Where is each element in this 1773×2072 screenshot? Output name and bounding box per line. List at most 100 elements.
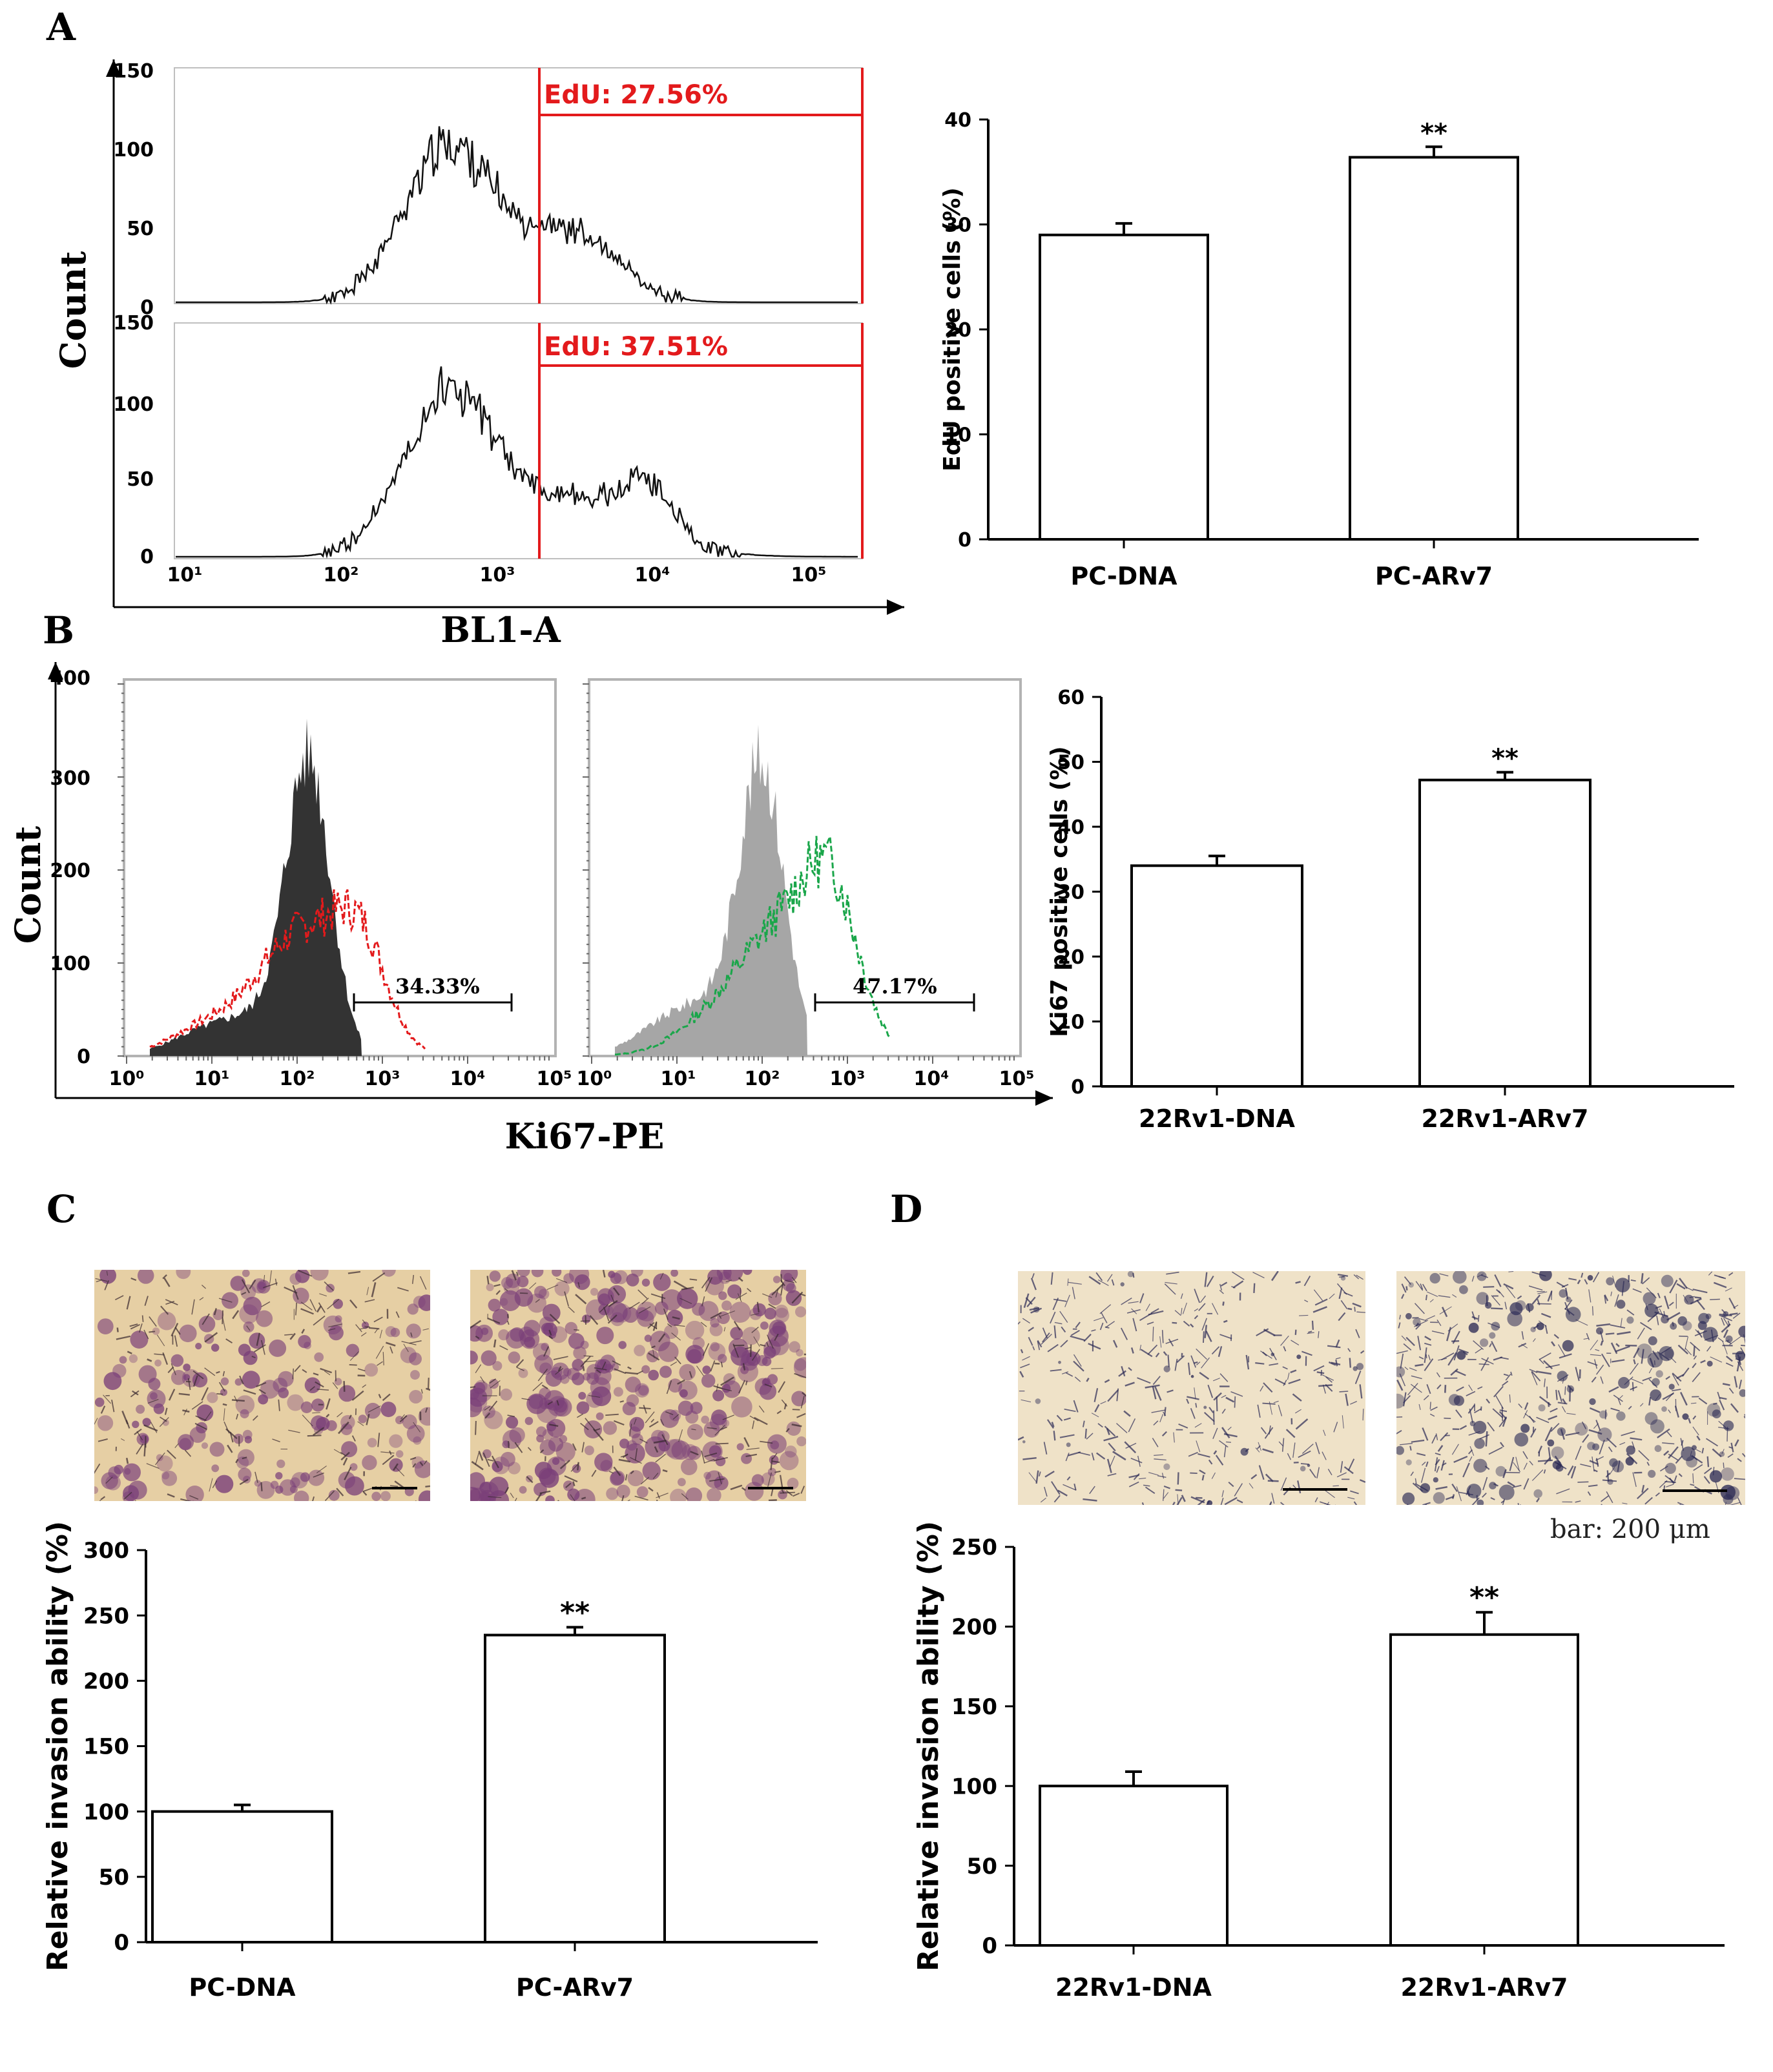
pore <box>349 1351 359 1361</box>
pore <box>1124 1441 1137 1454</box>
pore <box>1648 1378 1658 1388</box>
pore <box>1400 1353 1404 1369</box>
bar-y-tick-label: 20 <box>944 319 971 342</box>
pore <box>1537 1303 1551 1305</box>
pore <box>491 1455 499 1469</box>
cell <box>717 1311 730 1324</box>
cell <box>273 1378 288 1393</box>
pore <box>1219 1283 1223 1291</box>
pore <box>1672 1321 1674 1327</box>
pore <box>1316 1467 1320 1478</box>
cell <box>492 1309 509 1325</box>
pore <box>115 1295 124 1301</box>
bar-y-tick-label: 30 <box>1057 881 1084 904</box>
pore <box>1221 1408 1226 1414</box>
cell <box>254 1480 262 1487</box>
cell <box>108 1466 121 1479</box>
pore <box>1723 1462 1725 1469</box>
pore <box>1335 1357 1341 1360</box>
pore <box>1486 1398 1491 1404</box>
pore <box>1701 1447 1705 1454</box>
cell <box>1557 1371 1568 1382</box>
pore <box>1418 1318 1427 1321</box>
cell <box>499 1290 521 1311</box>
pore <box>261 1301 271 1307</box>
pore <box>1120 1327 1128 1340</box>
pore <box>1155 1352 1160 1358</box>
pore <box>671 1332 681 1341</box>
pore <box>1663 1450 1670 1456</box>
pore <box>1249 1483 1254 1489</box>
cell <box>157 1311 176 1331</box>
pore <box>1617 1398 1621 1405</box>
pore <box>1551 1290 1553 1300</box>
panel-letter-b: B <box>43 608 75 652</box>
cell <box>1596 1327 1604 1335</box>
pore <box>1703 1476 1710 1484</box>
cell <box>156 1455 173 1472</box>
pore <box>164 1407 168 1415</box>
cell <box>627 1470 644 1487</box>
pore <box>1206 1275 1214 1287</box>
pore <box>1053 1431 1056 1441</box>
pore <box>1491 1341 1498 1352</box>
cell <box>1626 1316 1634 1324</box>
pore <box>1499 1409 1508 1413</box>
pore <box>105 1476 113 1484</box>
cell <box>1489 1482 1497 1489</box>
pore <box>351 1435 356 1442</box>
pore <box>1401 1283 1407 1293</box>
cell <box>1697 1321 1707 1331</box>
pore <box>1212 1378 1220 1382</box>
cell <box>1538 1404 1546 1412</box>
pore <box>309 1385 315 1391</box>
pore <box>639 1438 648 1444</box>
pore <box>1590 1340 1599 1351</box>
pore <box>1518 1342 1527 1348</box>
pore <box>1575 1319 1588 1326</box>
pore <box>674 1356 681 1365</box>
cell <box>162 1419 169 1426</box>
pore <box>189 1495 199 1500</box>
cell <box>626 1394 639 1407</box>
pore <box>313 1427 325 1436</box>
pore <box>1588 1484 1598 1487</box>
pore <box>1088 1343 1101 1350</box>
cell <box>701 1415 709 1424</box>
cell <box>1547 1439 1555 1447</box>
pore <box>1568 1278 1577 1281</box>
pore <box>487 1317 501 1324</box>
pore <box>1424 1358 1434 1371</box>
bar-category-label: PC-ARv7 <box>516 1973 634 2002</box>
pore <box>1146 1321 1154 1325</box>
pore <box>318 1302 326 1313</box>
pore <box>1473 1340 1484 1351</box>
pore <box>1594 1359 1597 1369</box>
pore <box>516 1367 524 1371</box>
pore <box>681 1287 694 1290</box>
cell <box>236 1456 249 1469</box>
cell <box>687 1424 703 1440</box>
cell <box>1661 1315 1669 1324</box>
pore <box>1066 1476 1071 1481</box>
hist-a-xtick: 10¹ <box>167 564 203 586</box>
pore <box>596 1369 601 1374</box>
cell <box>1353 1366 1358 1371</box>
pore <box>1338 1287 1343 1300</box>
pore <box>1468 1431 1480 1436</box>
pore <box>1630 1363 1639 1375</box>
hist-a-top-frame <box>174 67 863 304</box>
cell <box>1474 1438 1485 1449</box>
pore <box>701 1450 705 1464</box>
pore <box>1592 1456 1595 1472</box>
pore <box>1161 1431 1167 1436</box>
pore <box>422 1328 430 1331</box>
pore <box>1696 1299 1705 1311</box>
pore <box>1456 1486 1462 1502</box>
cell <box>660 1409 679 1428</box>
pore <box>1451 1444 1459 1455</box>
pore <box>324 1371 331 1376</box>
pore <box>1642 1277 1650 1285</box>
pore <box>1109 1455 1115 1467</box>
pore <box>1163 1492 1169 1499</box>
